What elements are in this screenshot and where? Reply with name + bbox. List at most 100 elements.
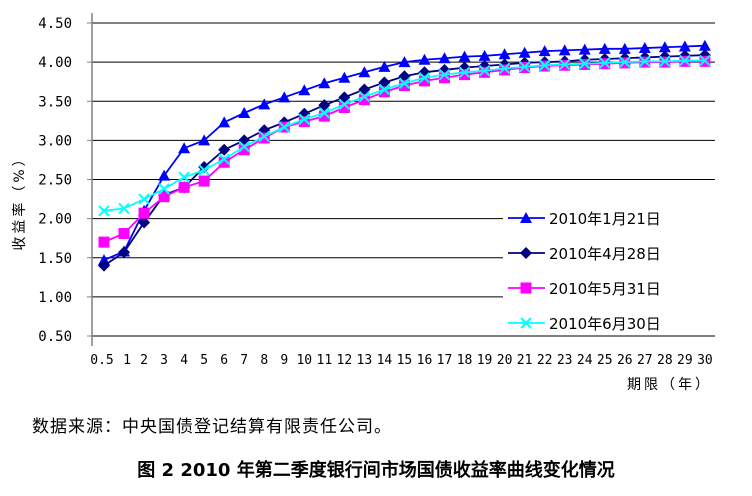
x-marker [639,55,651,68]
triangle-marker [638,42,651,54]
square-marker [118,227,130,239]
y-tick-label: 0.50 [38,329,72,345]
diamond-marker [118,246,131,259]
x-marker [278,121,290,133]
x-tick-label: 25 [597,353,613,368]
x-tick-label: 21 [517,353,533,368]
triangle-marker [698,39,711,51]
x-tick-label: 13 [357,353,373,368]
square-marker [98,236,110,248]
x-tick-label: 30 [697,353,713,368]
square-marker [459,69,471,81]
x-tick-label: 24 [577,353,593,368]
legend-label: 2010年5月31日 [549,280,661,298]
triangle-marker [538,45,551,57]
triangle-marker [238,106,251,118]
x-tick-label: 16 [417,353,433,368]
x-tick-label: 20 [497,353,513,368]
triangle-marker [418,53,431,65]
triangle-marker [278,91,291,103]
x-marker [398,77,411,89]
triangle-marker [478,49,491,61]
x-marker [338,98,351,111]
y-tick-label: 3.50 [38,94,72,110]
x-marker [118,202,130,215]
series-4 [98,54,711,217]
triangle-marker [618,42,631,54]
legend-label: 2010年4月28日 [549,245,661,263]
triangle-marker [598,42,611,54]
legend-label: 2010年1月21日 [549,210,661,228]
square-marker [258,132,270,144]
x-tick-label: 9 [280,353,288,368]
x-tick-label: 3 [160,353,168,368]
triangle-marker [558,44,571,56]
square-marker [398,80,410,92]
x-tick-label: 6 [220,353,228,368]
y-axis-label: 收益率（%） [11,149,28,250]
triangle-marker [498,48,511,60]
triangle-marker [338,71,351,83]
x-marker [659,55,671,68]
triangle-marker [198,134,211,146]
legend: 2010年1月21日 2010年4月28日 2010年5月31日 2010年6月30日 [503,202,715,333]
triangle-marker [178,142,191,154]
square-marker [499,64,511,76]
x-tick-label: 22 [537,353,553,368]
x-marker [158,183,170,195]
diamond-marker [520,247,532,259]
x-tick-label: 5 [200,353,208,368]
diamond-marker [98,259,110,272]
x-marker [218,153,230,165]
square-marker [358,94,370,106]
x-tick-label: 14 [377,353,393,368]
x-marker [198,164,210,176]
square-marker [198,175,210,187]
x-tick-label: 28 [657,353,673,368]
legend-background [503,202,715,332]
x-tick-label: 1 [123,353,131,368]
x-marker [619,56,631,68]
x-tick-label: 8 [260,353,268,368]
square-marker [520,282,532,294]
x-tick-label: 4 [180,353,188,368]
square-marker [439,72,451,84]
diamond-marker [218,143,231,156]
square-marker [238,144,250,156]
square-marker [378,86,390,98]
x-marker [518,61,531,73]
x-tick-label: 0.5 [90,353,113,368]
x-marker [520,317,532,329]
x-tick-label: 26 [617,353,633,368]
x-marker [579,57,591,70]
x-tick-label: 17 [437,353,453,368]
x-marker [679,54,691,67]
diamond-marker [138,216,151,229]
data-source-note: 数据来源：中央国债登记结算有限责任公司。 [32,417,392,437]
x-marker [318,107,331,119]
x-tick-label: 11 [317,353,333,368]
x-marker [298,113,311,125]
triangle-marker [678,40,691,52]
y-tick-label: 2.50 [38,173,72,189]
yield-curve-chart: 0.50 1.00 1.50 2.00 2.50 3.00 3.50 4.00 4.50 0.5 1… [11,13,715,393]
y-tick-label: 4.00 [38,55,72,71]
x-marker [438,68,451,81]
y-tick-label: 1.00 [38,290,72,306]
x-tick-label: 29 [677,353,693,368]
x-marker [458,66,471,79]
x-tick-label: 23 [557,353,573,368]
square-marker [178,181,190,193]
triangle-marker [438,52,451,64]
x-tick-label: 18 [457,353,473,368]
x-marker [258,130,270,143]
square-marker [158,191,170,203]
triangle-marker [520,212,532,223]
x-marker [378,83,391,96]
y-tick-label: 1.50 [38,251,72,267]
x-marker [138,193,150,205]
x-tick-label: 2 [140,353,148,368]
x-axis-label: 期限（年） [627,377,712,393]
x-marker [498,62,511,75]
y-tick-label: 2.00 [38,212,72,228]
